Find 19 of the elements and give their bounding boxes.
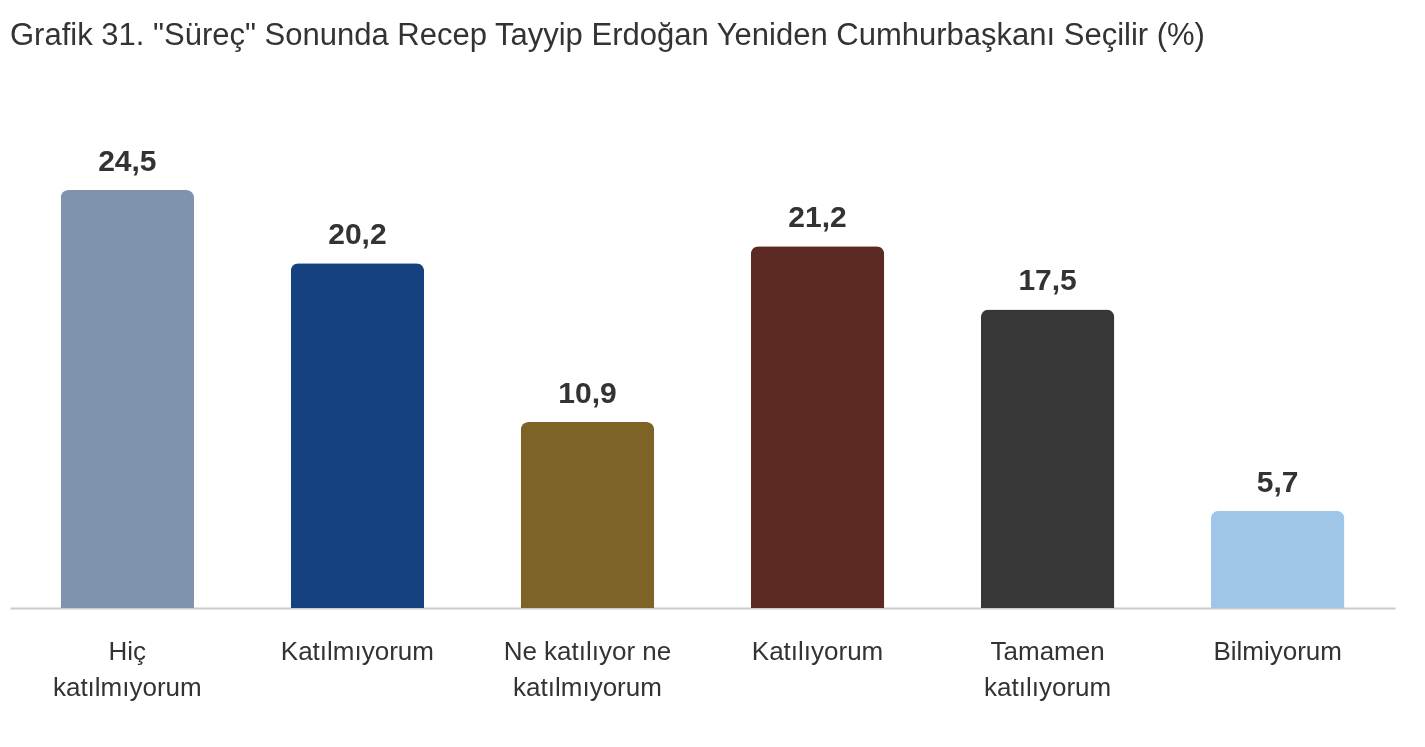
bar	[290, 263, 425, 608]
bar	[520, 422, 655, 608]
x-tick-label: Katılıyorum	[751, 635, 884, 666]
data-label: 5,7	[1256, 464, 1299, 498]
x-tick-label: Katılmıyorum	[280, 635, 434, 666]
data-label: 10,9	[558, 376, 617, 410]
x-tick-label: Tamamen katılıyorum	[984, 635, 1112, 702]
data-label: 17,5	[1018, 263, 1077, 297]
data-label: 24,5	[98, 144, 157, 177]
chart-title: Grafik 31. "Süreç" Sonunda Recep Tayyip Erdoğan Yeniden Cumhurbaşkanı Seçilir (%)	[10, 17, 1205, 52]
x-tick-label: Hiç katılmıyorum	[52, 635, 202, 702]
bar	[750, 246, 885, 608]
bar	[980, 309, 1115, 608]
bar	[1210, 510, 1345, 608]
x-tick-label: Ne katılıyor ne katılmıyorum	[503, 635, 672, 702]
bar	[60, 190, 195, 608]
data-label: 20,2	[328, 217, 387, 251]
x-tick-label: Bilmiyorum	[1213, 635, 1342, 666]
data-label: 21,2	[788, 200, 847, 234]
